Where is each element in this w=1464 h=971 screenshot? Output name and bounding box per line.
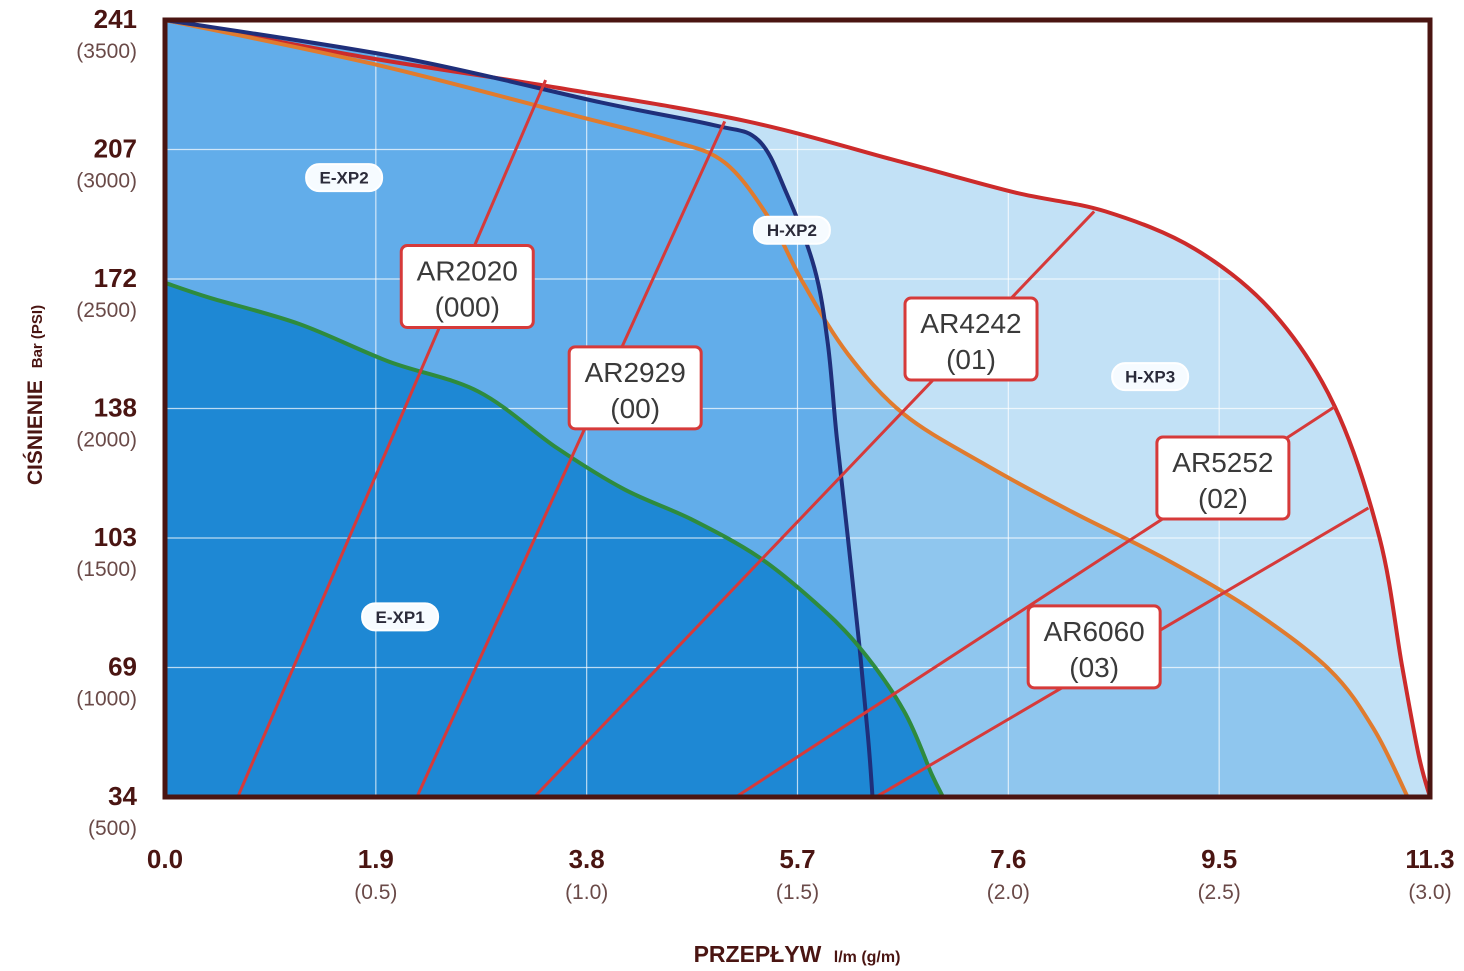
curve-h-xp2 [164, 18, 1410, 798]
pump-label-code: (000) [435, 292, 500, 323]
y-axis-title-main: CIŚNIENIE [23, 380, 47, 485]
model-label-text: H-XP3 [1125, 368, 1175, 387]
x-tick-sublabel: (2.0) [987, 881, 1030, 904]
x-tick-sublabel: (3.0) [1408, 881, 1451, 904]
x-axis-title-unit: l/m (g/m) [834, 949, 901, 966]
pump-label-name: AR4242 [920, 308, 1021, 339]
curve-e-xp1 [164, 280, 945, 798]
pump-label-box [567, 345, 703, 431]
x-tick-sublabel: (1.0) [565, 881, 608, 904]
y-tick-sublabel: (2500) [76, 299, 137, 322]
y-tick-label: 172 [94, 263, 137, 293]
model-label-box [752, 215, 831, 245]
pump-label-ar2929: AR2929 (00) [567, 345, 703, 431]
x-tick-label: 11.3 [1405, 844, 1454, 874]
y-tick-sublabel: (1500) [76, 558, 137, 581]
y-axis-title: CIŚNIENIE Bar (PSI) [23, 305, 47, 485]
y-tick-label: 103 [94, 522, 137, 552]
y-tick-label: 138 [94, 393, 137, 423]
pump-label-name: AR2929 [585, 357, 686, 388]
model-label-h-xp3: H-XP3 [1111, 362, 1190, 392]
x-tick-sublabel: (1.5) [776, 881, 819, 904]
pump-label-code: (01) [946, 344, 996, 375]
model-label-text: H-XP2 [767, 221, 817, 240]
labels: E-XP2 H-XP2 H-XP3 E-XP1 AR2020 (000) AR2929 (00… [305, 163, 1291, 690]
pump-label-name: AR5252 [1172, 447, 1273, 478]
y-tick-sublabel: (500) [88, 817, 137, 840]
y-tick-sublabel: (1000) [76, 688, 137, 711]
pump-label-box [903, 296, 1039, 382]
model-label-box [1111, 362, 1190, 392]
pump-label-name: AR2020 [417, 256, 518, 287]
x-tick-sublabel: (0.5) [354, 881, 397, 904]
y-tick-sublabel: (3000) [76, 170, 137, 193]
pump-line-ar2929 [415, 120, 727, 798]
x-tick-label: 3.8 [569, 844, 605, 874]
x-axis-title-main: PRZEPŁYW [694, 941, 822, 967]
pump-label-code: (03) [1069, 652, 1119, 683]
pump-label-code: (00) [610, 393, 660, 424]
x-tick-label: 1.9 [358, 844, 394, 874]
x-tick-label: 0.0 [147, 844, 183, 874]
pump-label-box [1026, 604, 1162, 690]
fill-e-xp1 [165, 282, 944, 797]
x-axis-title: PRZEPŁYW l/m (g/m) [694, 941, 901, 967]
pump-label-ar2020: AR2020 (000) [399, 244, 535, 330]
y-tick-sublabel: (2000) [76, 429, 137, 452]
pump-label-ar5252: AR5252 (02) [1155, 435, 1291, 521]
model-label-text: E-XP1 [376, 608, 425, 627]
pump-label-code: (02) [1198, 483, 1248, 514]
pump-label-box [399, 244, 535, 330]
x-tick-sublabel: (2.5) [1198, 881, 1241, 904]
x-tick-label: 7.6 [990, 844, 1026, 874]
y-axis-title-unit: Bar (PSI) [29, 305, 46, 368]
model-label-box [361, 602, 440, 632]
pump-label-box [1155, 435, 1291, 521]
y-tick-label: 69 [108, 652, 137, 682]
model-label-e-xp2: E-XP2 [305, 163, 384, 193]
model-label-e-xp1: E-XP1 [361, 602, 440, 632]
pump-label-ar6060: AR6060 (03) [1026, 604, 1162, 690]
curve-h-xp3 [164, 18, 1432, 798]
plot-frame [162, 17, 1433, 800]
model-label-text: E-XP2 [320, 169, 369, 188]
x-tick-label: 9.5 [1201, 844, 1237, 874]
model-label-box [305, 163, 384, 193]
pump-label-name: AR6060 [1044, 616, 1145, 647]
y-tick-label: 34 [108, 781, 137, 811]
x-tick-label: 5.7 [779, 844, 815, 874]
model-label-h-xp2: H-XP2 [752, 215, 831, 245]
y-tick-label: 241 [94, 4, 137, 34]
pump-label-ar4242: AR4242 (01) [903, 296, 1039, 382]
y-tick-sublabel: (3500) [76, 40, 137, 63]
grid-lines [165, 20, 1430, 797]
axis-ticks: 241 (3500) 207 (3000) 172 (2500) 138 (2000) 103 (… [76, 4, 1454, 904]
pump-line-ar2020 [236, 79, 547, 798]
y-tick-label: 207 [94, 134, 137, 164]
